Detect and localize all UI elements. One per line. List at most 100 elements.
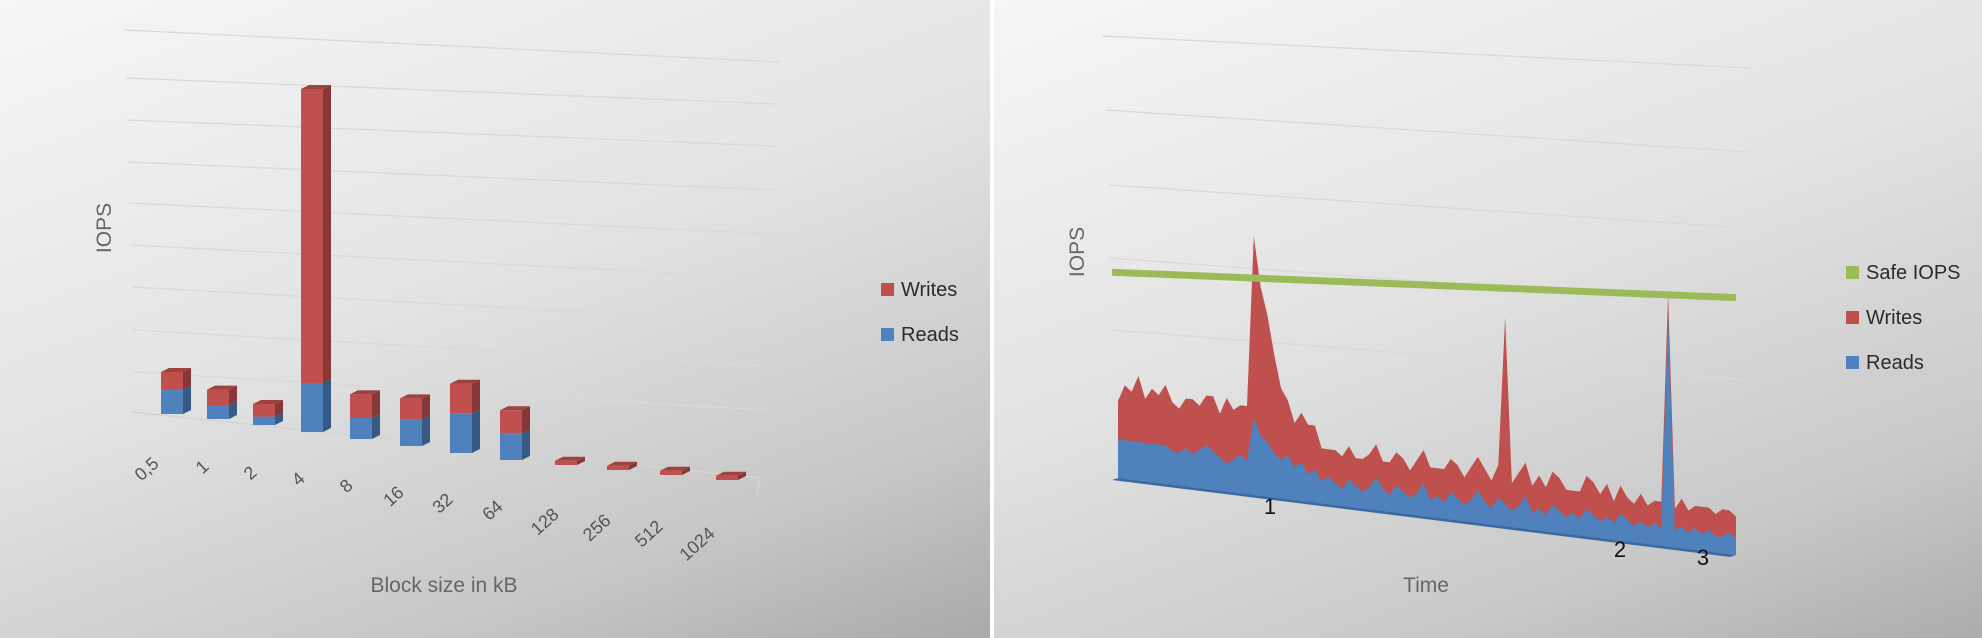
bar-top	[450, 379, 480, 384]
bar-top	[607, 461, 637, 466]
legend-swatch	[1846, 266, 1859, 279]
bar-segment	[253, 416, 275, 425]
bar-top	[253, 400, 283, 404]
legend-swatch	[881, 328, 894, 341]
bar-top	[161, 368, 191, 372]
x-tick-label: 256	[579, 510, 615, 545]
bar-side	[183, 368, 191, 390]
bar-segment	[161, 389, 183, 414]
bar-side	[229, 401, 237, 419]
bar-side	[323, 379, 331, 432]
bar-side	[422, 394, 430, 420]
bar-side	[229, 385, 237, 405]
bar-segment	[607, 465, 629, 470]
bar-segment	[500, 410, 522, 434]
gridline	[125, 77, 779, 105]
bar-segment	[400, 419, 422, 446]
bar-top	[500, 406, 530, 411]
bar-segment	[207, 389, 229, 405]
gridline	[1108, 184, 1747, 229]
bar-segment	[400, 398, 422, 420]
bar-segment	[500, 433, 522, 460]
gridline	[130, 286, 770, 323]
gridline	[1111, 329, 1747, 381]
legend-label: Safe IOPS	[1866, 262, 1961, 284]
bar-top	[350, 390, 380, 395]
block-size-chart-panel: IOPS Block size in kB 0,5 1 2 4 8 16 32 64 128 25…	[0, 0, 990, 638]
bar-side	[183, 385, 191, 414]
bar-segment	[161, 372, 183, 390]
bar-side	[275, 400, 283, 417]
gridline	[126, 119, 777, 147]
bar-segment	[716, 475, 738, 480]
gridline	[1109, 257, 1748, 306]
bar-top	[716, 471, 746, 476]
bar-segment	[301, 89, 323, 383]
gridline	[129, 244, 772, 279]
bar-top	[301, 85, 331, 89]
bar-side	[372, 414, 380, 439]
x-tick-label: 16	[379, 482, 407, 510]
bar-side	[738, 471, 746, 480]
floor-edge	[755, 477, 761, 497]
bar-segment	[207, 405, 229, 419]
x-axis-title: Block size in kB	[370, 574, 517, 597]
bar-side	[682, 466, 690, 475]
legend-label: Reads	[1866, 352, 1924, 374]
safe-iops-line	[1111, 268, 1737, 302]
legend: Safe IOPS Writes Reads	[1846, 262, 1961, 374]
bar-segment	[350, 394, 372, 418]
bar-segment	[450, 383, 472, 414]
bar-top	[207, 385, 237, 390]
annotation-marker: 3	[1697, 545, 1709, 570]
bar-top	[400, 394, 430, 399]
x-tick-label: 1	[192, 456, 213, 478]
x-tick-label: 4	[288, 468, 309, 490]
x-tick-label: 1024	[676, 523, 719, 565]
legend-swatch	[1846, 311, 1859, 324]
block-size-chart: IOPS Block size in kB 0,5 1 2 4 8 16 32 64 128 25…	[93, 29, 959, 597]
reads-area	[1118, 315, 1736, 555]
bar-side	[472, 409, 480, 453]
x-tick-label: 64	[478, 496, 506, 524]
bar-side	[522, 406, 530, 434]
legend-swatch	[881, 283, 894, 296]
floor-line	[131, 411, 761, 479]
bar-segment	[253, 404, 275, 417]
bar-side	[629, 461, 637, 470]
y-axis-title: IOPS	[93, 203, 116, 253]
legend-swatch	[1846, 356, 1859, 369]
legend-label: Writes	[901, 279, 957, 301]
area-base	[1112, 478, 1736, 557]
x-tick-label: 0,5	[131, 453, 163, 485]
bar-segment	[450, 413, 472, 453]
x-tick-label: 128	[527, 504, 563, 539]
bar-side	[472, 379, 480, 414]
iops-over-time-chart: 1 2 3 IOPS Time Safe IOPS Writes Reads	[1066, 35, 1961, 597]
bar-segment	[555, 460, 577, 465]
x-tick-label: 2	[240, 462, 261, 484]
x-axis-title: Time	[1403, 574, 1449, 597]
gridline	[127, 161, 776, 191]
x-tick-label: 32	[428, 489, 456, 517]
bar-segment	[301, 383, 323, 432]
gridline	[1101, 35, 1751, 69]
bar-top	[555, 456, 585, 461]
bar-top	[660, 466, 690, 471]
legend-label: Writes	[1866, 307, 1922, 329]
time-series-chart-panel: 1 2 3 IOPS Time Safe IOPS Writes Reads	[994, 0, 1982, 638]
bar-side	[522, 429, 530, 460]
bar-segment	[660, 470, 682, 475]
x-tick-label: 512	[631, 516, 667, 551]
gridline	[131, 329, 768, 367]
annotation-marker: 1	[1264, 494, 1276, 519]
bar-side	[372, 390, 380, 418]
gridline	[132, 371, 766, 411]
gridline	[128, 202, 774, 235]
legend-label: Reads	[901, 324, 959, 346]
x-tick-label: 8	[336, 475, 357, 497]
bar-side	[275, 412, 283, 425]
gridline	[123, 29, 781, 63]
y-axis-title: IOPS	[1066, 227, 1089, 277]
gridline	[1105, 109, 1750, 153]
